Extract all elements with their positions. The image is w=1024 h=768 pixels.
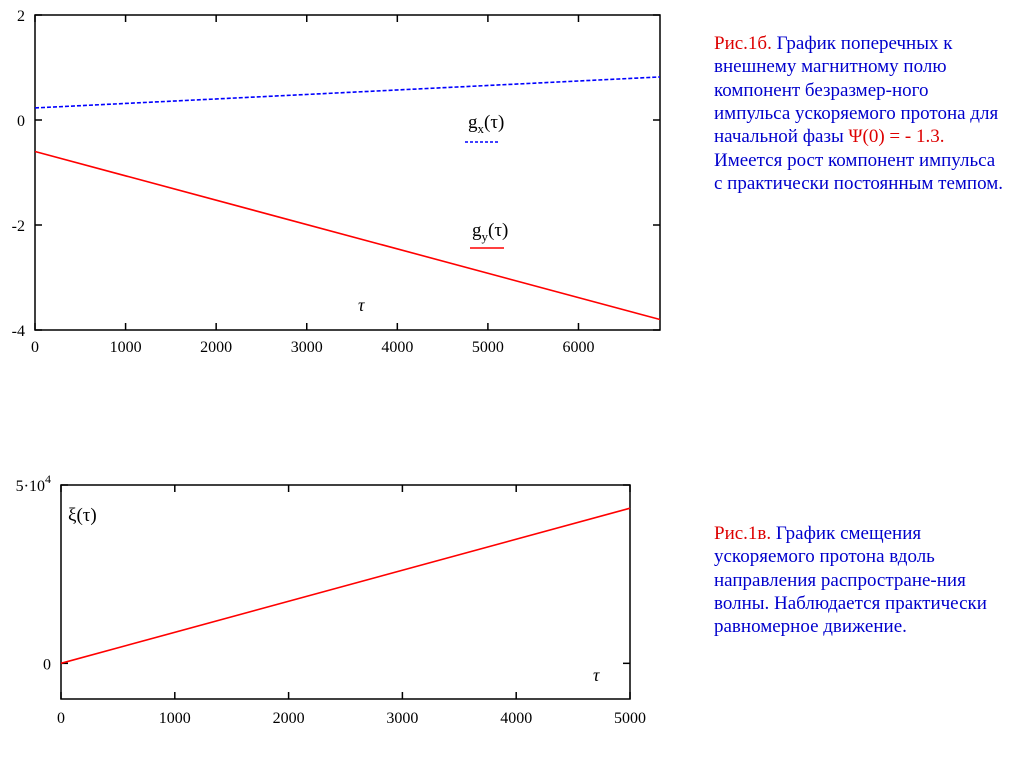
y-tick-labels: 2 0 -2 -4 [12,8,25,340]
x-tick-label: 2000 [200,339,232,356]
x-tick-label: 6000 [562,339,594,356]
x-tick-label: 5000 [614,710,646,727]
series-line-gx [34,76,661,109]
svg-text:gx(τ): gx(τ) [468,112,504,136]
x-tick-label: 0 [31,339,39,356]
y-tick-label: 0 [17,113,25,130]
x-tick-label: 1000 [159,710,191,727]
x-tick-label: 0 [57,710,65,727]
caption-initial-phase: Ψ(0) = - 1.3. [848,126,945,148]
chart-displacement: 0 1000 2000 3000 4000 5000 5·104 0 τ ξ(τ) [16,472,646,727]
series-label-xi: ξ(τ) [68,505,97,526]
x-tick-label: 3000 [386,710,418,727]
chart-transverse-momentum: 0 1000 2000 3000 4000 5000 6000 2 0 -2 -4 τ gx(τ)… [12,8,661,356]
x-axis-label: τ [358,295,365,315]
series-line-gy [34,150,661,321]
tick-marks [60,484,631,699]
x-tick-label: 4000 [381,339,413,356]
plot-frame [34,14,661,331]
x-tick-label: 5000 [472,339,504,356]
caption-text: График поперечных к внешнему магнитному … [714,33,999,148]
x-tick-label: 2000 [273,710,305,727]
y-tick-label: 5·104 [16,472,51,495]
x-tick-label: 3000 [291,339,323,356]
x-tick-label: 4000 [500,710,532,727]
x-tick-labels: 0 1000 2000 3000 4000 5000 [57,710,646,727]
caption-fig-1v: Рис.1в. График смещения ускоряемого прот… [714,522,1004,639]
series-label-gx: gx(τ) [465,112,504,143]
series-label-gy: gy(τ) [470,220,508,249]
y-tick-label: -4 [12,323,25,340]
caption-text: График смещения ускоряемого протона вдол… [714,523,987,638]
x-axis-label: τ [593,665,600,685]
svg-text:gy(τ): gy(τ) [472,220,508,244]
caption-fig-number: Рис.1в. [714,523,772,544]
series-lines [60,507,631,665]
x-tick-labels: 0 1000 2000 3000 4000 5000 6000 [31,339,594,356]
plot-frame [60,484,631,700]
caption-fig-1b: Рис.1б. График поперечных к внешнему маг… [714,32,1004,196]
series-lines [34,76,661,321]
series-line-xi [60,507,631,665]
caption-fig-number: Рис.1б. [714,33,772,54]
caption-text-2: Имеется рост компонент импульса с практи… [714,149,1003,195]
y-tick-label: 0 [43,656,51,673]
y-tick-label: 2 [17,8,25,25]
y-tick-label: -2 [12,218,25,235]
tick-marks [34,14,660,331]
x-tick-label: 1000 [110,339,142,356]
y-tick-labels: 5·104 0 [16,472,51,673]
